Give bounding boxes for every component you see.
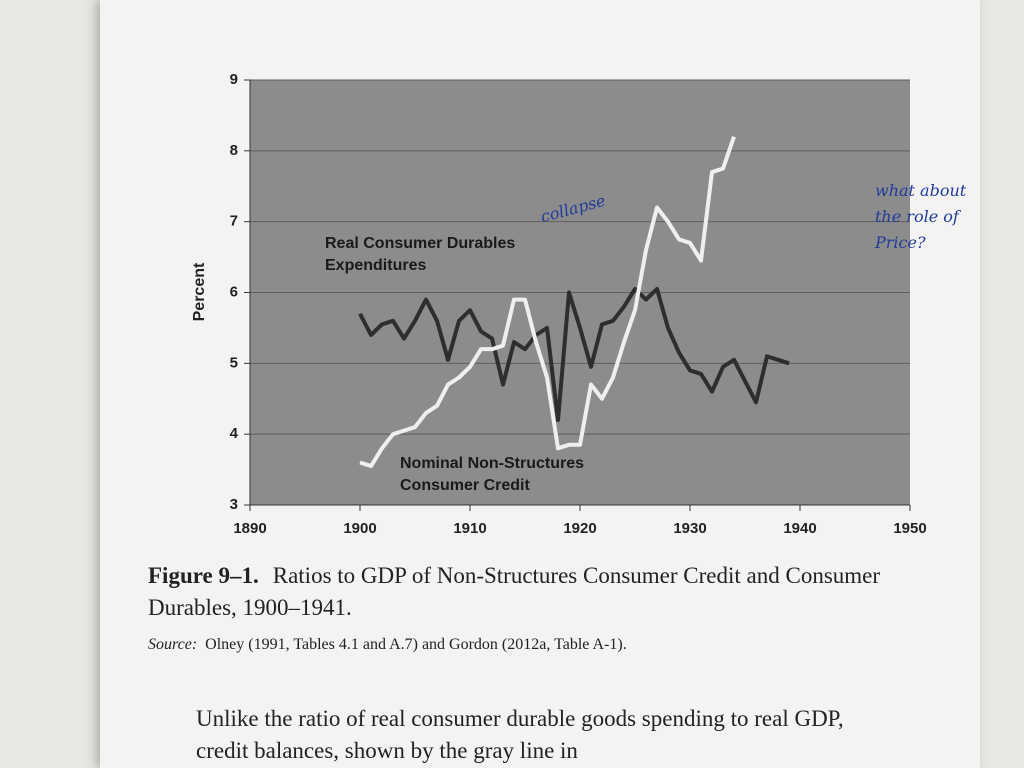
chart: Percent 3 4 5 6 7 8 9 1890 1900 1910 1920 1930 1940 1… bbox=[191, 71, 926, 537]
y-tick-label: 7 bbox=[230, 213, 238, 230]
y-tick-label: 5 bbox=[230, 354, 238, 371]
y-tick-label: 8 bbox=[230, 142, 238, 159]
body-text: Unlike the ratio of real consumer durabl… bbox=[196, 706, 844, 731]
series-line bbox=[358, 286, 790, 422]
source-text: Olney (1991, Tables 4.1 and A.7) and Gor… bbox=[205, 636, 627, 653]
body-text: credit balances, shown by the gray line … bbox=[196, 738, 578, 763]
caption-text: Ratios to GDP of Non-Structures Consumer… bbox=[148, 563, 881, 620]
source-note: Source: Olney (1991, Tables 4.1 and A.7) … bbox=[148, 636, 908, 654]
series-line bbox=[359, 136, 736, 469]
y-tick-label: 4 bbox=[230, 425, 239, 442]
x-tick-label: 1920 bbox=[563, 520, 596, 537]
source-label: Source: bbox=[148, 636, 198, 653]
x-tick-label: 1910 bbox=[453, 520, 486, 537]
handwritten-note: what about the role of Price? bbox=[875, 181, 967, 252]
series-label: Real Consumer Durables Expenditures bbox=[325, 235, 516, 274]
caption-label: Figure 9–1. bbox=[148, 563, 259, 588]
figure-caption: Figure 9–1. Ratios to GDP of Non-Structur… bbox=[148, 560, 908, 624]
series-label: Nominal Non-Structures Consumer Credit bbox=[400, 455, 585, 494]
x-tick-label: 1930 bbox=[673, 520, 706, 537]
y-tick-label: 9 bbox=[230, 71, 238, 88]
y-axis-label: Percent bbox=[191, 262, 208, 321]
x-tick-label: 1900 bbox=[343, 520, 376, 537]
x-tick-label: 1890 bbox=[233, 520, 266, 537]
y-tick-label: 3 bbox=[230, 496, 238, 513]
x-tick-label: 1950 bbox=[893, 520, 926, 537]
x-tick-label: 1940 bbox=[783, 520, 816, 537]
y-tick-label: 6 bbox=[230, 283, 238, 300]
